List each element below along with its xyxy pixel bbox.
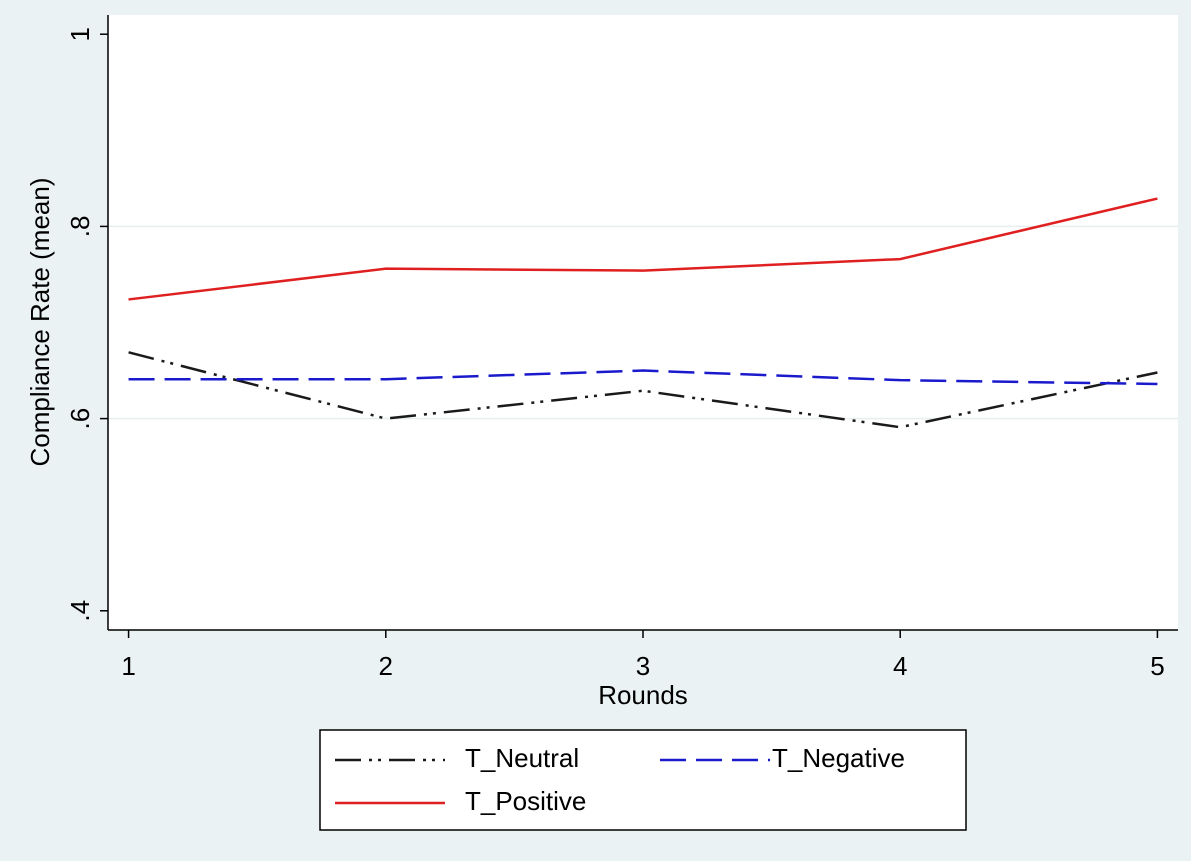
x-tick-label: 3	[636, 651, 650, 681]
y-tick-label: 1	[65, 27, 95, 41]
lines	[128, 197, 1158, 429]
y-axis-title: Compliance Rate (mean)	[25, 177, 55, 466]
x-tick-label: 4	[893, 651, 907, 681]
x-tick-label: 1	[121, 651, 135, 681]
grid	[108, 225, 1178, 420]
y-tick-label: .8	[65, 216, 95, 238]
x-axis-title: Rounds	[598, 680, 688, 710]
x-tick-label: 2	[379, 651, 393, 681]
series-line	[128, 197, 1158, 301]
series-line	[128, 369, 1158, 386]
plot-area	[108, 15, 1178, 630]
legend-label: T_Neutral	[465, 743, 579, 773]
legend-label: T_Positive	[465, 786, 586, 816]
x-tick-label: 5	[1150, 651, 1164, 681]
y-tick-label: .6	[65, 408, 95, 430]
y-tick-label: .4	[65, 600, 95, 622]
legend	[319, 729, 967, 831]
legend-label: T_Negative	[772, 743, 905, 773]
series-line	[128, 351, 1158, 429]
